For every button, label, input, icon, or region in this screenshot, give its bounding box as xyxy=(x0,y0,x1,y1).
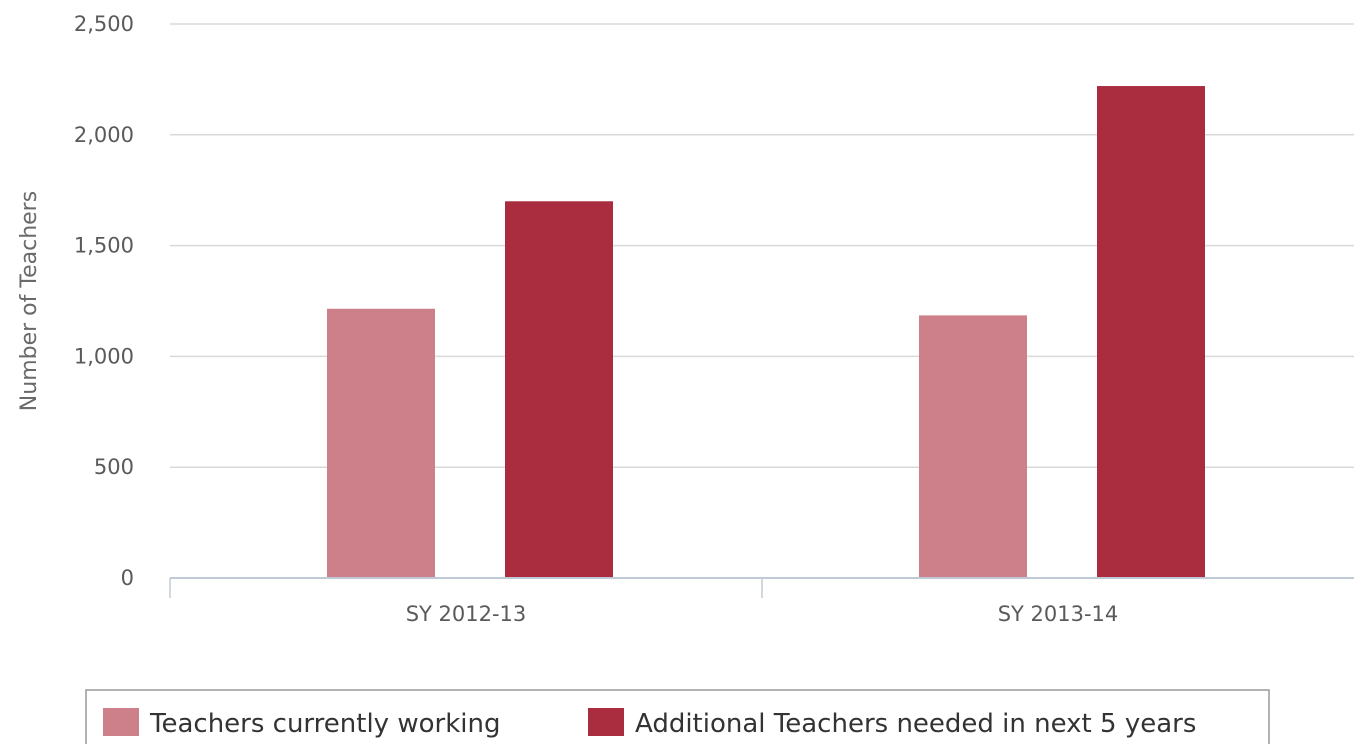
y-tick-label: 500 xyxy=(94,455,134,479)
legend-label: Additional Teachers needed in next 5 yea… xyxy=(635,709,1196,739)
bar-additional-teachers-needed xyxy=(505,201,613,578)
y-axis-title: Number of Teachers xyxy=(17,191,42,411)
x-tick-label: SY 2012-13 xyxy=(406,602,527,626)
bar-additional-teachers-needed xyxy=(1097,86,1205,578)
x-tick-label: SY 2013-14 xyxy=(998,602,1119,626)
y-axis-ticks: 0 500 1,000 1,500 2,000 2,500 xyxy=(74,12,134,590)
legend-swatch xyxy=(588,708,624,736)
legend-label: Teachers currently working xyxy=(149,709,500,739)
y-tick-label: 1,000 xyxy=(74,344,134,368)
legend-swatch xyxy=(103,708,139,736)
legend-box xyxy=(85,689,1270,744)
bar-teachers-currently-working xyxy=(919,315,1027,578)
x-axis: SY 2012-13 SY 2013-14 xyxy=(169,577,1354,626)
y-tick-label: 2,000 xyxy=(74,123,134,147)
bar-teachers-currently-working xyxy=(327,308,435,578)
y-tick-label: 2,500 xyxy=(74,12,134,36)
y-tick-label: 1,500 xyxy=(74,234,134,258)
legend: Teachers currently working Additional Tea… xyxy=(85,689,1270,744)
bars xyxy=(327,86,1205,578)
y-tick-label: 0 xyxy=(121,566,134,590)
